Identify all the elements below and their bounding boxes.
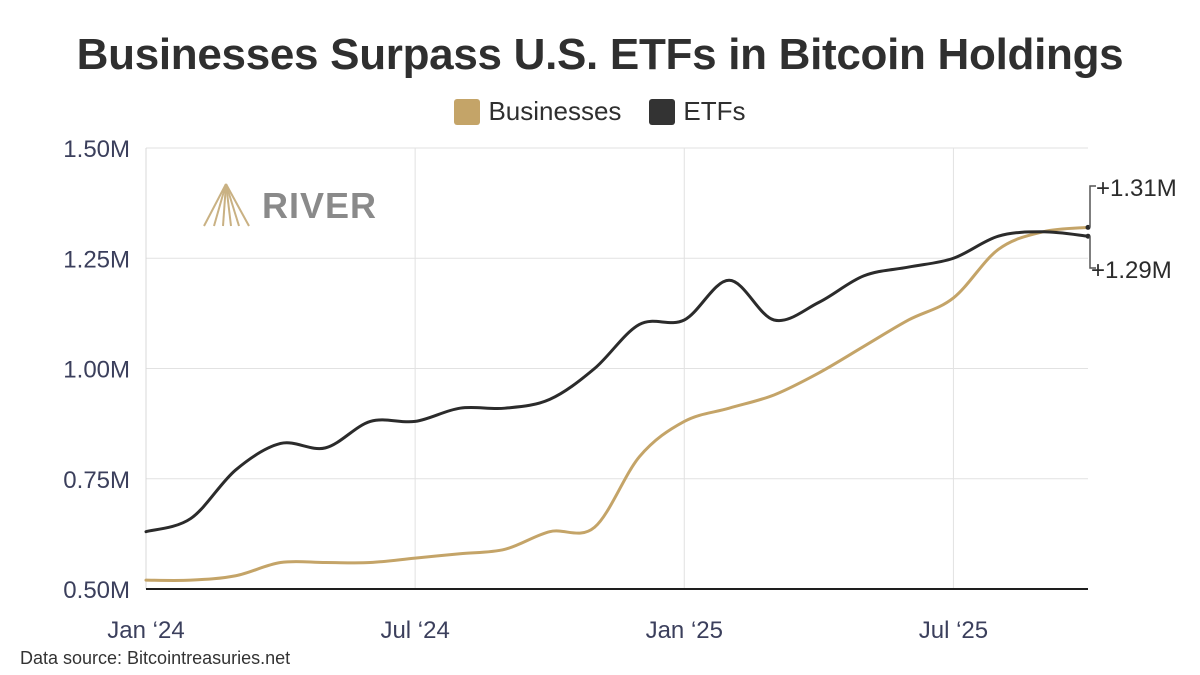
- y-tick-label: 0.50M: [63, 577, 130, 604]
- y-tick-label: 1.25M: [63, 246, 130, 273]
- data-source-note: Data source: Bitcointreasuries.net: [20, 648, 291, 668]
- annotation-bracket-top: [1089, 185, 1096, 228]
- series-line-etfs: [144, 230, 1090, 534]
- x-tick-label: Jul ‘25: [919, 617, 988, 644]
- river-logo: RIVER: [262, 185, 377, 226]
- legend-swatch-etfs: [649, 98, 676, 125]
- legend-swatch-businesses: [454, 98, 481, 125]
- y-tick-label: 1.50M: [63, 136, 130, 163]
- logo-ray: [225, 183, 250, 227]
- series-line-businesses: [144, 225, 1090, 583]
- x-tick-label: Jan ‘25: [646, 617, 723, 644]
- legend-item-businesses: Businesses: [454, 96, 621, 127]
- x-tick-label: Jul ‘24: [380, 617, 449, 644]
- y-tick-label: 1.00M: [63, 357, 130, 384]
- legend-label-etfs: ETFs: [683, 96, 746, 126]
- logo-ray: [213, 183, 227, 227]
- annotation-bracket-bottom: [1089, 236, 1096, 269]
- legend-label-businesses: Businesses: [488, 96, 622, 126]
- logo-ray: [203, 183, 227, 227]
- legend: Businesses ETFs: [0, 96, 1200, 127]
- chart-title: Businesses Surpass U.S. ETFs in Bitcoin …: [76, 30, 1124, 79]
- x-tick-label: Jan ‘24: [107, 617, 184, 644]
- logo-ray: [225, 183, 240, 227]
- annotation-label-etfs: +1.29M: [1091, 257, 1172, 284]
- legend-item-etfs: ETFs: [649, 96, 746, 127]
- annotation-label-businesses: +1.31M: [1096, 175, 1177, 202]
- logo-ray: [225, 183, 232, 227]
- y-tick-label: 0.75M: [63, 467, 130, 494]
- logo-ray: [222, 183, 227, 227]
